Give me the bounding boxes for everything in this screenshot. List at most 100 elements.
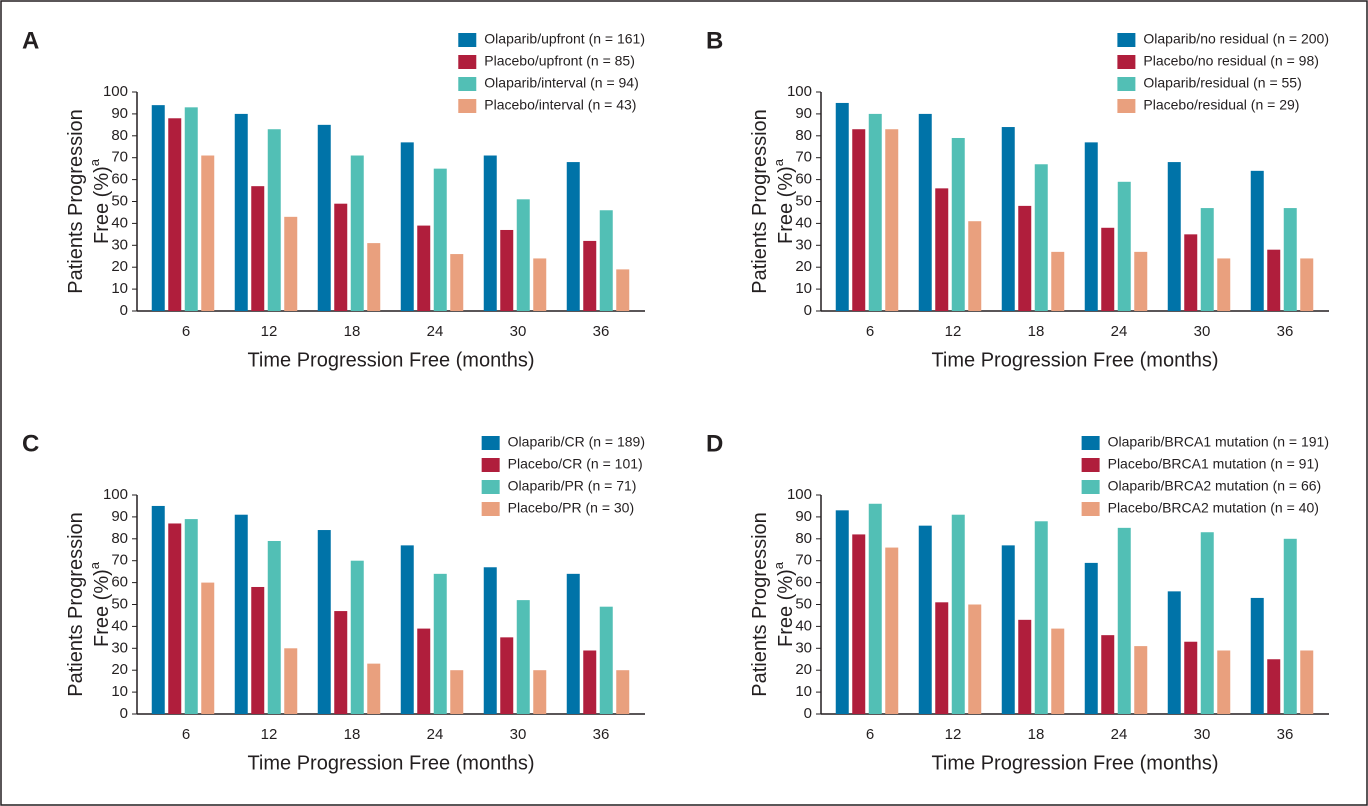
y-tick-label: 30 xyxy=(795,639,812,656)
x-tick-label: 24 xyxy=(1111,726,1128,743)
y-axis-title-line: Free (%) xyxy=(775,166,797,244)
y-tick-label: 70 xyxy=(795,552,812,569)
bar xyxy=(1117,527,1131,714)
y-tick-label: 80 xyxy=(795,530,812,547)
y-axis-title-line: Patients Progression xyxy=(749,512,771,697)
bar xyxy=(400,545,414,714)
y-axis-title-line: Patients Progression xyxy=(749,109,771,294)
panel: C 0 10 20 30 40 50 60 70 80 90 100 6 12 18 24 30 36 Time P… xyxy=(22,430,645,774)
bar xyxy=(1283,538,1297,714)
x-tick-label: 36 xyxy=(593,726,610,743)
y-tick-label: 30 xyxy=(111,639,128,656)
y-tick-label: 0 xyxy=(804,302,812,319)
y-tick-label: 20 xyxy=(795,661,812,678)
bar xyxy=(1018,619,1032,714)
bar xyxy=(918,525,932,714)
bar xyxy=(516,600,530,714)
bar xyxy=(317,124,331,311)
legend-label: Olaparib/CR (n = 189) xyxy=(508,434,645,450)
bar xyxy=(1001,127,1015,311)
legend-swatch xyxy=(458,99,477,113)
legend-label: Olaparib/residual (n = 55) xyxy=(1143,75,1301,91)
bar xyxy=(968,221,982,311)
y-tick-label: 20 xyxy=(111,661,128,678)
bar xyxy=(151,505,165,714)
y-tick-label: 70 xyxy=(111,552,128,569)
y-axis-title-line: Patients Progression xyxy=(65,512,87,697)
legend-label: Olaparib/upfront (n = 161) xyxy=(484,31,645,47)
legend-swatch xyxy=(1117,33,1136,47)
y-axis-title-note: a xyxy=(87,561,102,569)
bar xyxy=(1184,641,1198,714)
x-tick-label: 6 xyxy=(182,726,190,743)
x-tick-label: 36 xyxy=(1277,323,1294,340)
y-tick-label: 0 xyxy=(120,302,128,319)
panel-label: A xyxy=(22,27,39,54)
legend-label: Olaparib/PR (n = 71) xyxy=(508,478,637,494)
bar xyxy=(350,560,364,714)
bar xyxy=(450,670,464,714)
bar xyxy=(1300,650,1314,714)
legend-swatch xyxy=(481,436,500,450)
y-tick-label: 10 xyxy=(795,280,812,297)
legend-swatch xyxy=(1081,502,1100,516)
bar xyxy=(1034,164,1048,311)
bar xyxy=(1217,258,1231,311)
legend-label: Olaparib/BRCA1 mutation (n = 191) xyxy=(1108,434,1329,450)
y-tick-label: 50 xyxy=(795,192,812,209)
y-tick-label: 20 xyxy=(795,258,812,275)
bar xyxy=(151,105,165,311)
y-tick-label: 10 xyxy=(795,683,812,700)
y-tick-label: 40 xyxy=(795,214,812,231)
x-tick-label: 24 xyxy=(427,726,444,743)
legend-swatch xyxy=(458,77,477,91)
bar xyxy=(868,503,882,714)
bar xyxy=(885,129,899,311)
x-tick-label: 12 xyxy=(945,323,962,340)
bar xyxy=(251,186,265,311)
x-tick-label: 6 xyxy=(866,726,874,743)
legend-swatch xyxy=(1081,480,1100,494)
bar xyxy=(1300,258,1314,311)
bar xyxy=(516,199,530,311)
bar xyxy=(1167,591,1181,714)
bar xyxy=(533,258,547,311)
y-axis-title: Patients Progression Free (%)a xyxy=(749,512,797,697)
legend-label: Placebo/PR (n = 30) xyxy=(508,500,634,516)
bar xyxy=(500,637,514,714)
bar xyxy=(951,514,965,714)
bar xyxy=(1250,597,1264,714)
y-tick-label: 40 xyxy=(111,214,128,231)
bar xyxy=(885,547,899,714)
y-axis-title-note: a xyxy=(87,158,102,166)
y-tick-label: 0 xyxy=(804,705,812,722)
y-tick-label: 100 xyxy=(787,83,812,100)
x-axis-title: Time Progression Free (months) xyxy=(247,349,534,371)
bar xyxy=(1134,251,1148,311)
bar xyxy=(284,216,298,311)
bar xyxy=(251,586,265,714)
bar xyxy=(1167,162,1181,311)
y-tick-label: 50 xyxy=(111,595,128,612)
y-tick-label: 100 xyxy=(103,486,128,503)
legend-label: Placebo/interval (n = 43) xyxy=(484,97,636,113)
x-tick-label: 36 xyxy=(1277,726,1294,743)
bar xyxy=(417,225,431,311)
bar xyxy=(583,240,597,311)
bar xyxy=(234,113,248,312)
y-axis-title-line: Free (%) xyxy=(775,569,797,647)
bar xyxy=(935,602,949,714)
legend: Olaparib/upfront (n = 161) Placebo/upfron… xyxy=(458,31,645,113)
bar xyxy=(852,129,866,311)
panel: B 0 10 20 30 40 50 60 70 80 90 100 6 12 18 24 30 36 Time P… xyxy=(706,27,1329,371)
bar xyxy=(1200,532,1214,714)
legend-swatch xyxy=(481,458,500,472)
bar xyxy=(616,670,630,714)
bar xyxy=(500,229,514,311)
x-tick-label: 6 xyxy=(182,323,190,340)
y-tick-label: 60 xyxy=(111,171,128,188)
y-tick-label: 90 xyxy=(111,105,128,122)
y-axis-title: Patients Progression Free (%)a xyxy=(749,109,797,294)
y-tick-label: 60 xyxy=(795,574,812,591)
